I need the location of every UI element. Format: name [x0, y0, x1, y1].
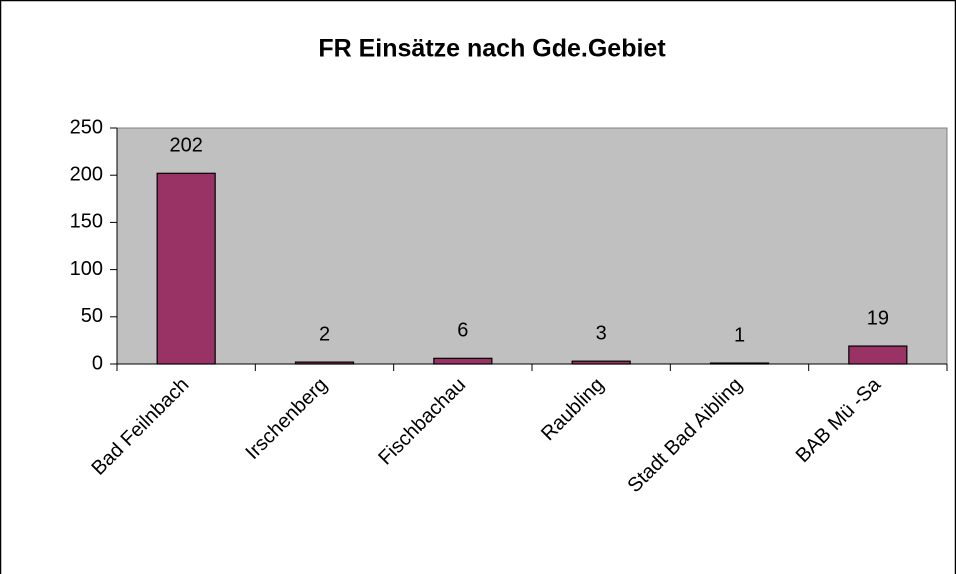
- data-label: 3: [596, 322, 607, 344]
- bar: [848, 345, 908, 365]
- y-tick-label: 250: [70, 116, 103, 138]
- plot-area: [116, 127, 948, 365]
- y-tick-label: 100: [70, 258, 103, 280]
- data-label: 19: [867, 307, 889, 329]
- y-tick-label: 0: [92, 352, 103, 374]
- chart-title: FR Einsätze nach Gde.Gebiet: [318, 35, 666, 63]
- data-label: 6: [457, 320, 468, 342]
- y-tick-label: 200: [70, 163, 103, 185]
- bar: [156, 172, 216, 365]
- data-label: 2: [319, 323, 330, 345]
- y-tick-label: 50: [81, 305, 103, 327]
- bar: [433, 357, 493, 365]
- data-label: 1: [734, 324, 745, 346]
- data-label: 202: [169, 135, 202, 157]
- y-tick-label: 150: [70, 211, 103, 233]
